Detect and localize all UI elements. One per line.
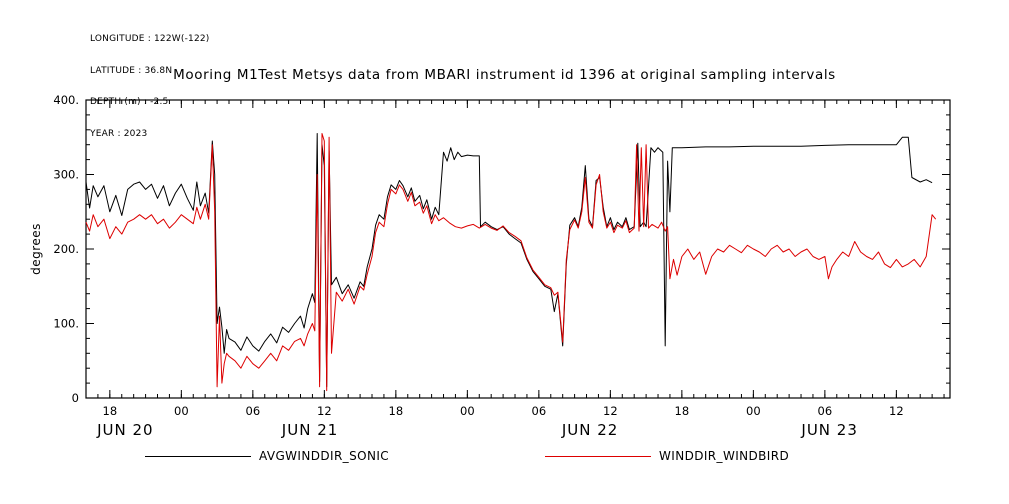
y-tick-label: 0 <box>72 391 79 405</box>
x-tick-label: 00 <box>746 404 761 418</box>
day-label: JUN 20 <box>96 421 153 439</box>
year-text: YEAR : 2023 <box>90 128 148 139</box>
legend-label-windbird: WINDDIR_WINDBIRD <box>659 449 790 463</box>
x-tick-label: 00 <box>460 404 475 418</box>
x-tick-label: 06 <box>532 404 547 418</box>
legend-item-sonic: AVGWINDDIR_SONIC <box>145 449 445 463</box>
latitude-text: LATITUDE : 36.8N <box>90 65 173 76</box>
legend-line-windbird <box>545 456 651 458</box>
x-tick-label: 18 <box>389 404 404 418</box>
y-tick-label: 100. <box>53 317 79 331</box>
plot-frame <box>85 99 951 399</box>
legend-label-sonic: AVGWINDDIR_SONIC <box>259 449 390 463</box>
x-tick-label: 00 <box>174 404 189 418</box>
series-line-winddir_windbird <box>85 133 937 392</box>
x-tick-label: 18 <box>675 404 690 418</box>
x-tick-label: 12 <box>603 404 618 418</box>
x-tick-label: 06 <box>818 404 833 418</box>
x-tick-label: 18 <box>103 404 118 418</box>
day-label: JUN 22 <box>561 421 618 439</box>
y-tick-label: 400. <box>53 93 79 107</box>
day-label: JUN 21 <box>281 421 338 439</box>
longitude-text: LONGITUDE : 122W(-122) <box>90 34 210 44</box>
x-tick-label: 12 <box>317 404 332 418</box>
y-tick-label: 300. <box>53 168 79 182</box>
chart-title: Mooring M1Test Metsys data from MBARI in… <box>173 67 836 83</box>
x-tick-label: 12 <box>889 404 904 418</box>
legend-item-windbird: WINDDIR_WINDBIRD <box>545 449 845 463</box>
y-tick-label: 200. <box>53 242 79 256</box>
day-label: JUN 23 <box>800 421 857 439</box>
legend-line-sonic <box>145 456 251 458</box>
x-tick-label: 06 <box>246 404 261 418</box>
plot-metadata-block: LONGITUDE : 122W(-122) LATITUDE : 36.8N … <box>90 13 210 160</box>
